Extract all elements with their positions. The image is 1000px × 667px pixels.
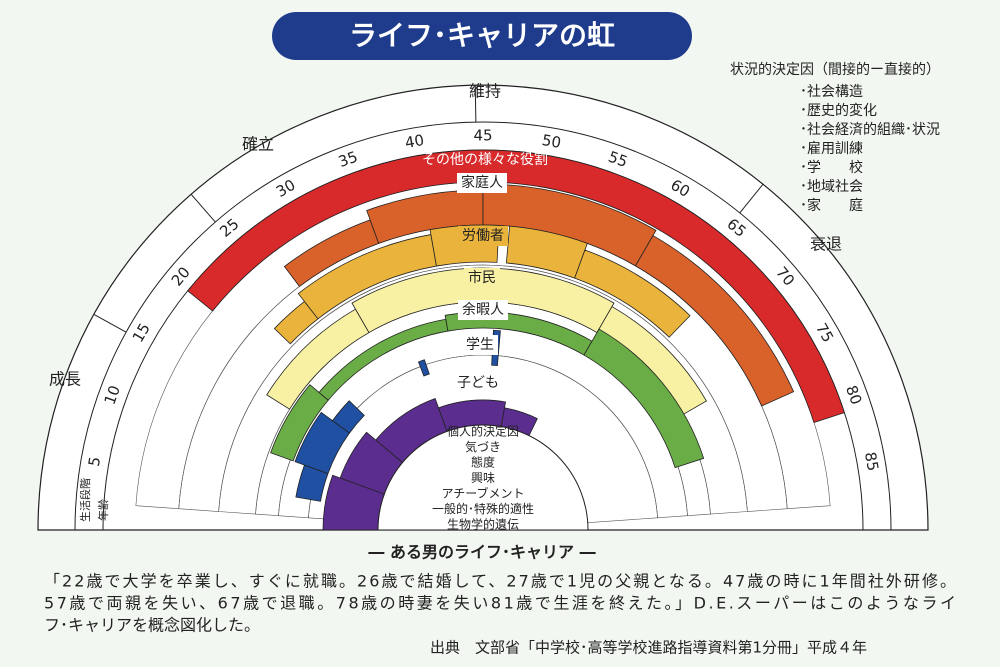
role-band (583, 328, 705, 469)
age-label: 35 (336, 148, 360, 171)
personal-determinant: 態度 (471, 455, 495, 470)
age-label: 85 (861, 451, 882, 473)
axis-label: 生活段階 (78, 478, 92, 522)
role-label: その他の様々な役割 (422, 151, 548, 168)
age-label: 5 (85, 455, 104, 468)
stage-label: 維持 (469, 82, 501, 101)
role-band (331, 400, 365, 434)
role-label-bg (458, 226, 508, 246)
personal-determinant: 生物学的遺伝 (447, 517, 519, 532)
age-label: 45 (473, 127, 492, 145)
role-label: 余暇人 (462, 301, 504, 318)
age-label: 40 (404, 131, 426, 152)
title: ライフ･キャリアの虹 (349, 19, 615, 52)
situational-item: ･雇用訓練 (800, 140, 863, 157)
age-label: 50 (541, 131, 563, 152)
stage-label: 衰退 (810, 235, 842, 254)
personal-determinant: 興味 (471, 471, 495, 485)
situational-item: ･社会構造 (800, 84, 863, 100)
stage-divider (474, 85, 477, 123)
personal-determinant: アチーブメント (441, 486, 524, 501)
stage-label: 成長 (49, 370, 81, 389)
role-label: 市民 (468, 269, 496, 286)
role-label-bg (462, 335, 498, 355)
role-band (187, 149, 845, 423)
caption: ― ある男のライフ･キャリア ― (368, 543, 595, 562)
description-line: フ･キャリアを概念図化した。 (44, 616, 260, 635)
personal-determinant: 気づき (465, 439, 501, 454)
role-band (634, 235, 795, 407)
role-band (417, 359, 430, 377)
role-label-bg (453, 373, 503, 393)
situational-item: ･地域社会 (800, 179, 863, 195)
title-pill (272, 12, 692, 60)
stage-divider (93, 313, 127, 333)
personal-determinant: 個人的決定因 (447, 424, 519, 439)
role-label-bg (458, 300, 508, 320)
role-label: 労働者 (462, 228, 504, 244)
role-label: 学生 (466, 337, 494, 353)
axis-label: 年齢 (96, 499, 110, 521)
source: 出典 文部省「中学校･高等学校進路指導資料第1分冊」平成４年 (430, 639, 867, 657)
role-band (574, 249, 691, 338)
situational-list: ･社会構造 ･歴史的変化 ･社会経済的組織･状況 ･雇用訓練 ･学 校 ･地域社会 ･家 庭 (800, 84, 940, 214)
personal-determinant: 一般的･特殊的適性 (432, 501, 534, 516)
stage-label: 確立 (242, 135, 274, 154)
situational-item: ･家 庭 (800, 197, 863, 214)
role-label: 子ども (457, 375, 499, 391)
description: 「22歳で大学を卒業し、すぐに就職。26歳で結婚して、27歳で1児の父親となる。… (44, 572, 956, 635)
ring-line (74, 121, 892, 531)
stage-divider (190, 193, 216, 223)
inner-disc (377, 424, 589, 531)
situational-item: ･学 校 (800, 159, 863, 176)
description-line: 「22歳で大学を卒業し、すぐに就職。26歳で結婚して、27歳で1児の父親となる。… (44, 572, 956, 591)
description-line: 57歳で両親を失い、67歳で退職。78歳の時妻を失い81歳で生涯を終えた。」D.… (44, 594, 956, 613)
role-label-bg (464, 268, 500, 288)
situational-item: ･歴史的変化 (800, 102, 877, 119)
stage-divider (739, 183, 764, 214)
situational-item: ･社会経済的組織･状況 (800, 122, 940, 138)
role-label: 家庭人 (461, 174, 503, 191)
age-label: 10 (101, 383, 124, 407)
age-label: 80 (842, 383, 865, 407)
age-label: 55 (606, 148, 630, 171)
rainbow: その他の様々な役割家庭人労働者市民余暇人学生子ども成長確立維持衰退5101520… (37, 82, 929, 532)
role-label-bg (457, 173, 507, 193)
situational-title: 状況的決定因（間接的ー直接的） (730, 61, 940, 78)
